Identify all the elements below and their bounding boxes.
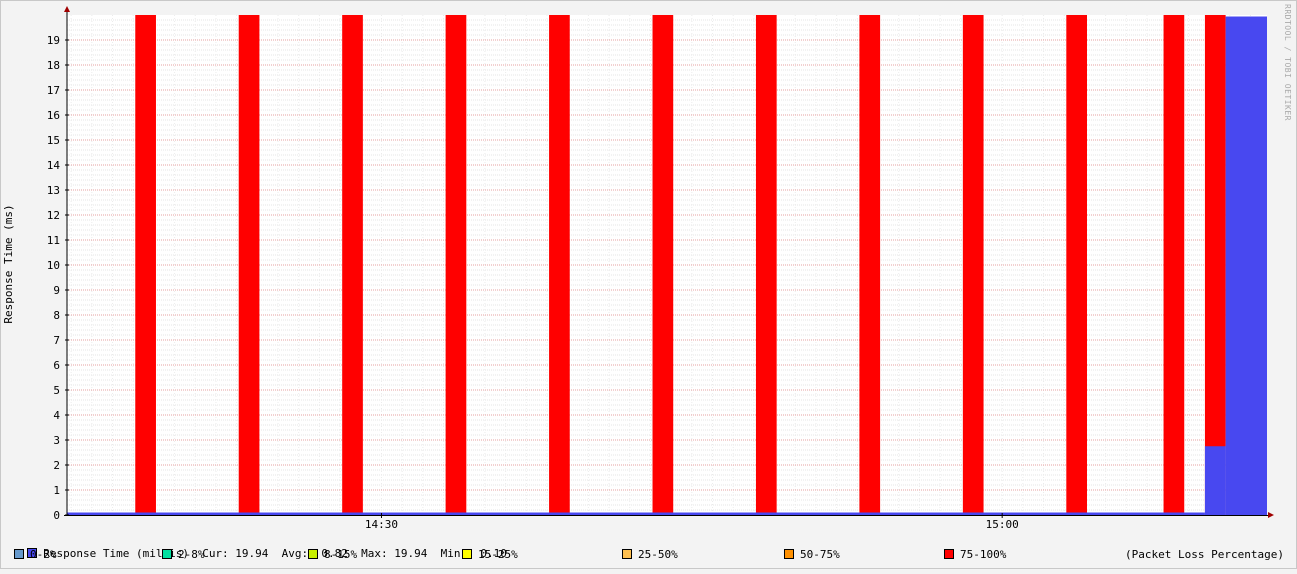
loss-swatch-icon: [462, 549, 472, 559]
loss-band-bar: [859, 15, 881, 515]
y-tick-label: 0: [53, 509, 60, 522]
x-tick-label: 15:00: [986, 518, 1019, 531]
y-tick-label: 9: [53, 284, 60, 297]
loss-band-bar: [755, 15, 777, 515]
loss-band-bar: [238, 15, 260, 515]
y-tick-label: 12: [47, 209, 60, 222]
legend-response: Response Time (millis) Cur: 19.94 Avg: 0…: [14, 534, 507, 560]
rrdtool-watermark: RRDTOOL / TOBI OETIKER: [1283, 4, 1292, 121]
loss-legend-item: 15-25%: [462, 548, 518, 561]
loss-legend-item: 8-15%: [308, 548, 357, 561]
y-tick-label: 14: [47, 159, 61, 172]
loss-band-bar: [549, 15, 570, 515]
y-tick-label: 6: [53, 359, 60, 372]
y-tick-label: 8: [53, 309, 60, 322]
loss-legend-label: 75-100%: [960, 548, 1007, 561]
response-area-segment: [67, 512, 1205, 515]
y-tick-label: 15: [47, 134, 60, 147]
y-tick-label: 1: [53, 484, 60, 497]
loss-band-bar: [342, 15, 363, 515]
y-tick-label: 3: [53, 434, 60, 447]
y-tick-label: 13: [47, 184, 60, 197]
loss-swatch-icon: [308, 549, 318, 559]
loss-band-bar: [1163, 15, 1185, 515]
response-swatch-icon: [27, 548, 38, 558]
loss-band-bar: [1066, 15, 1087, 515]
y-tick-label: 7: [53, 334, 60, 347]
loss-legend-label: 0-2%: [30, 548, 57, 561]
loss-legend-label: 2-8%: [178, 548, 205, 561]
loss-swatch-icon: [162, 549, 172, 559]
loss-legend-label: 15-25%: [478, 548, 518, 561]
y-tick-label: 4: [53, 409, 60, 422]
legend-packet-loss: (Packet Loss Percentage) 0-2% 2-8% 8-15% 15…: [14, 548, 1284, 574]
response-area-segment: [1225, 16, 1267, 515]
loss-legend-label: 8-15%: [324, 548, 358, 561]
loss-legend-item: 2-8%: [162, 548, 205, 561]
loss-legend-item: 50-75%: [784, 548, 840, 561]
legend-response-text: Response Time (millis) Cur: 19.94 Avg: 0…: [43, 547, 507, 560]
loss-legend-item: 25-50%: [622, 548, 678, 561]
x-axis-arrow-icon: [1268, 512, 1274, 518]
loss-swatch-icon: [784, 549, 794, 559]
y-axis-label: Response Time (ms): [2, 204, 15, 324]
loss-swatch-icon: [622, 549, 632, 559]
loss-swatch-icon: [944, 549, 954, 559]
y-tick-label: 17: [47, 84, 60, 97]
loss-band-bar: [1204, 15, 1226, 515]
response-area-segment: [1204, 446, 1226, 515]
loss-band-bar: [445, 15, 467, 515]
y-tick-label: 5: [53, 384, 60, 397]
loss-legend-label: 25-50%: [638, 548, 678, 561]
loss-band-bar: [962, 15, 984, 515]
loss-band-bar: [135, 15, 156, 515]
y-axis-arrow-icon: [64, 6, 70, 12]
loss-swatch-icon: [14, 549, 24, 559]
loss-legend-label: 50-75%: [800, 548, 840, 561]
x-tick-label: 14:30: [365, 518, 398, 531]
y-tick-label: 11: [47, 234, 60, 247]
y-tick-label: 18: [47, 59, 60, 72]
y-tick-label: 2: [53, 459, 60, 472]
loss-band-bar: [652, 15, 674, 515]
y-tick-label: 16: [47, 109, 60, 122]
y-tick-label: 19: [47, 34, 60, 47]
loss-legend-item: 0-2%: [14, 548, 57, 561]
packet-loss-note: (Packet Loss Percentage): [1125, 548, 1284, 561]
loss-legend-item: 75-100%: [944, 548, 1006, 561]
y-tick-label: 10: [47, 259, 60, 272]
